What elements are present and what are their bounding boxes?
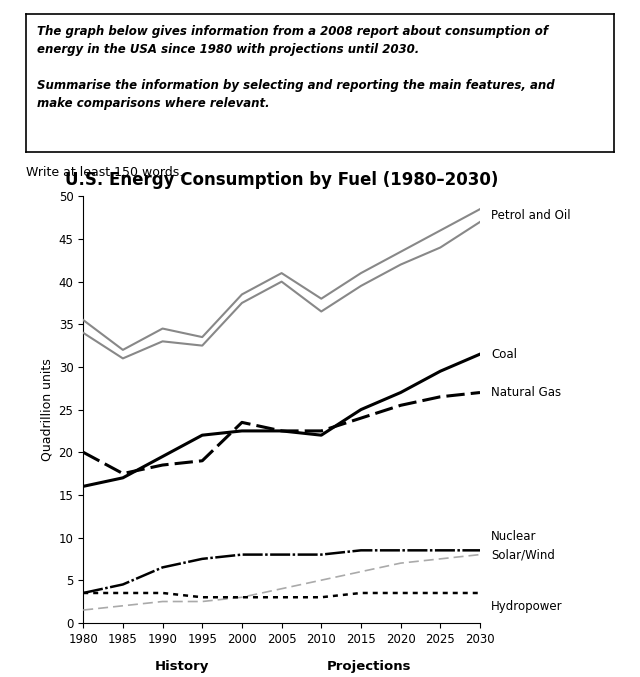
Y-axis label: Quadrillion units: Quadrillion units bbox=[40, 358, 53, 461]
Text: Write at least 150 words.: Write at least 150 words. bbox=[26, 166, 183, 179]
Title: U.S. Energy Consumption by Fuel (1980–2030): U.S. Energy Consumption by Fuel (1980–20… bbox=[65, 171, 499, 189]
Text: Natural Gas: Natural Gas bbox=[491, 386, 561, 399]
Text: Petrol and Oil: Petrol and Oil bbox=[491, 209, 571, 223]
Text: Nuclear: Nuclear bbox=[491, 530, 536, 543]
Text: History: History bbox=[156, 660, 209, 673]
Text: The graph below gives information from a 2008 report about consumption of
energy: The graph below gives information from a… bbox=[37, 24, 555, 110]
Text: Coal: Coal bbox=[491, 347, 517, 361]
Text: Projections: Projections bbox=[326, 660, 411, 673]
Text: Solar/Wind: Solar/Wind bbox=[491, 548, 555, 561]
Text: Hydropower: Hydropower bbox=[491, 600, 563, 613]
